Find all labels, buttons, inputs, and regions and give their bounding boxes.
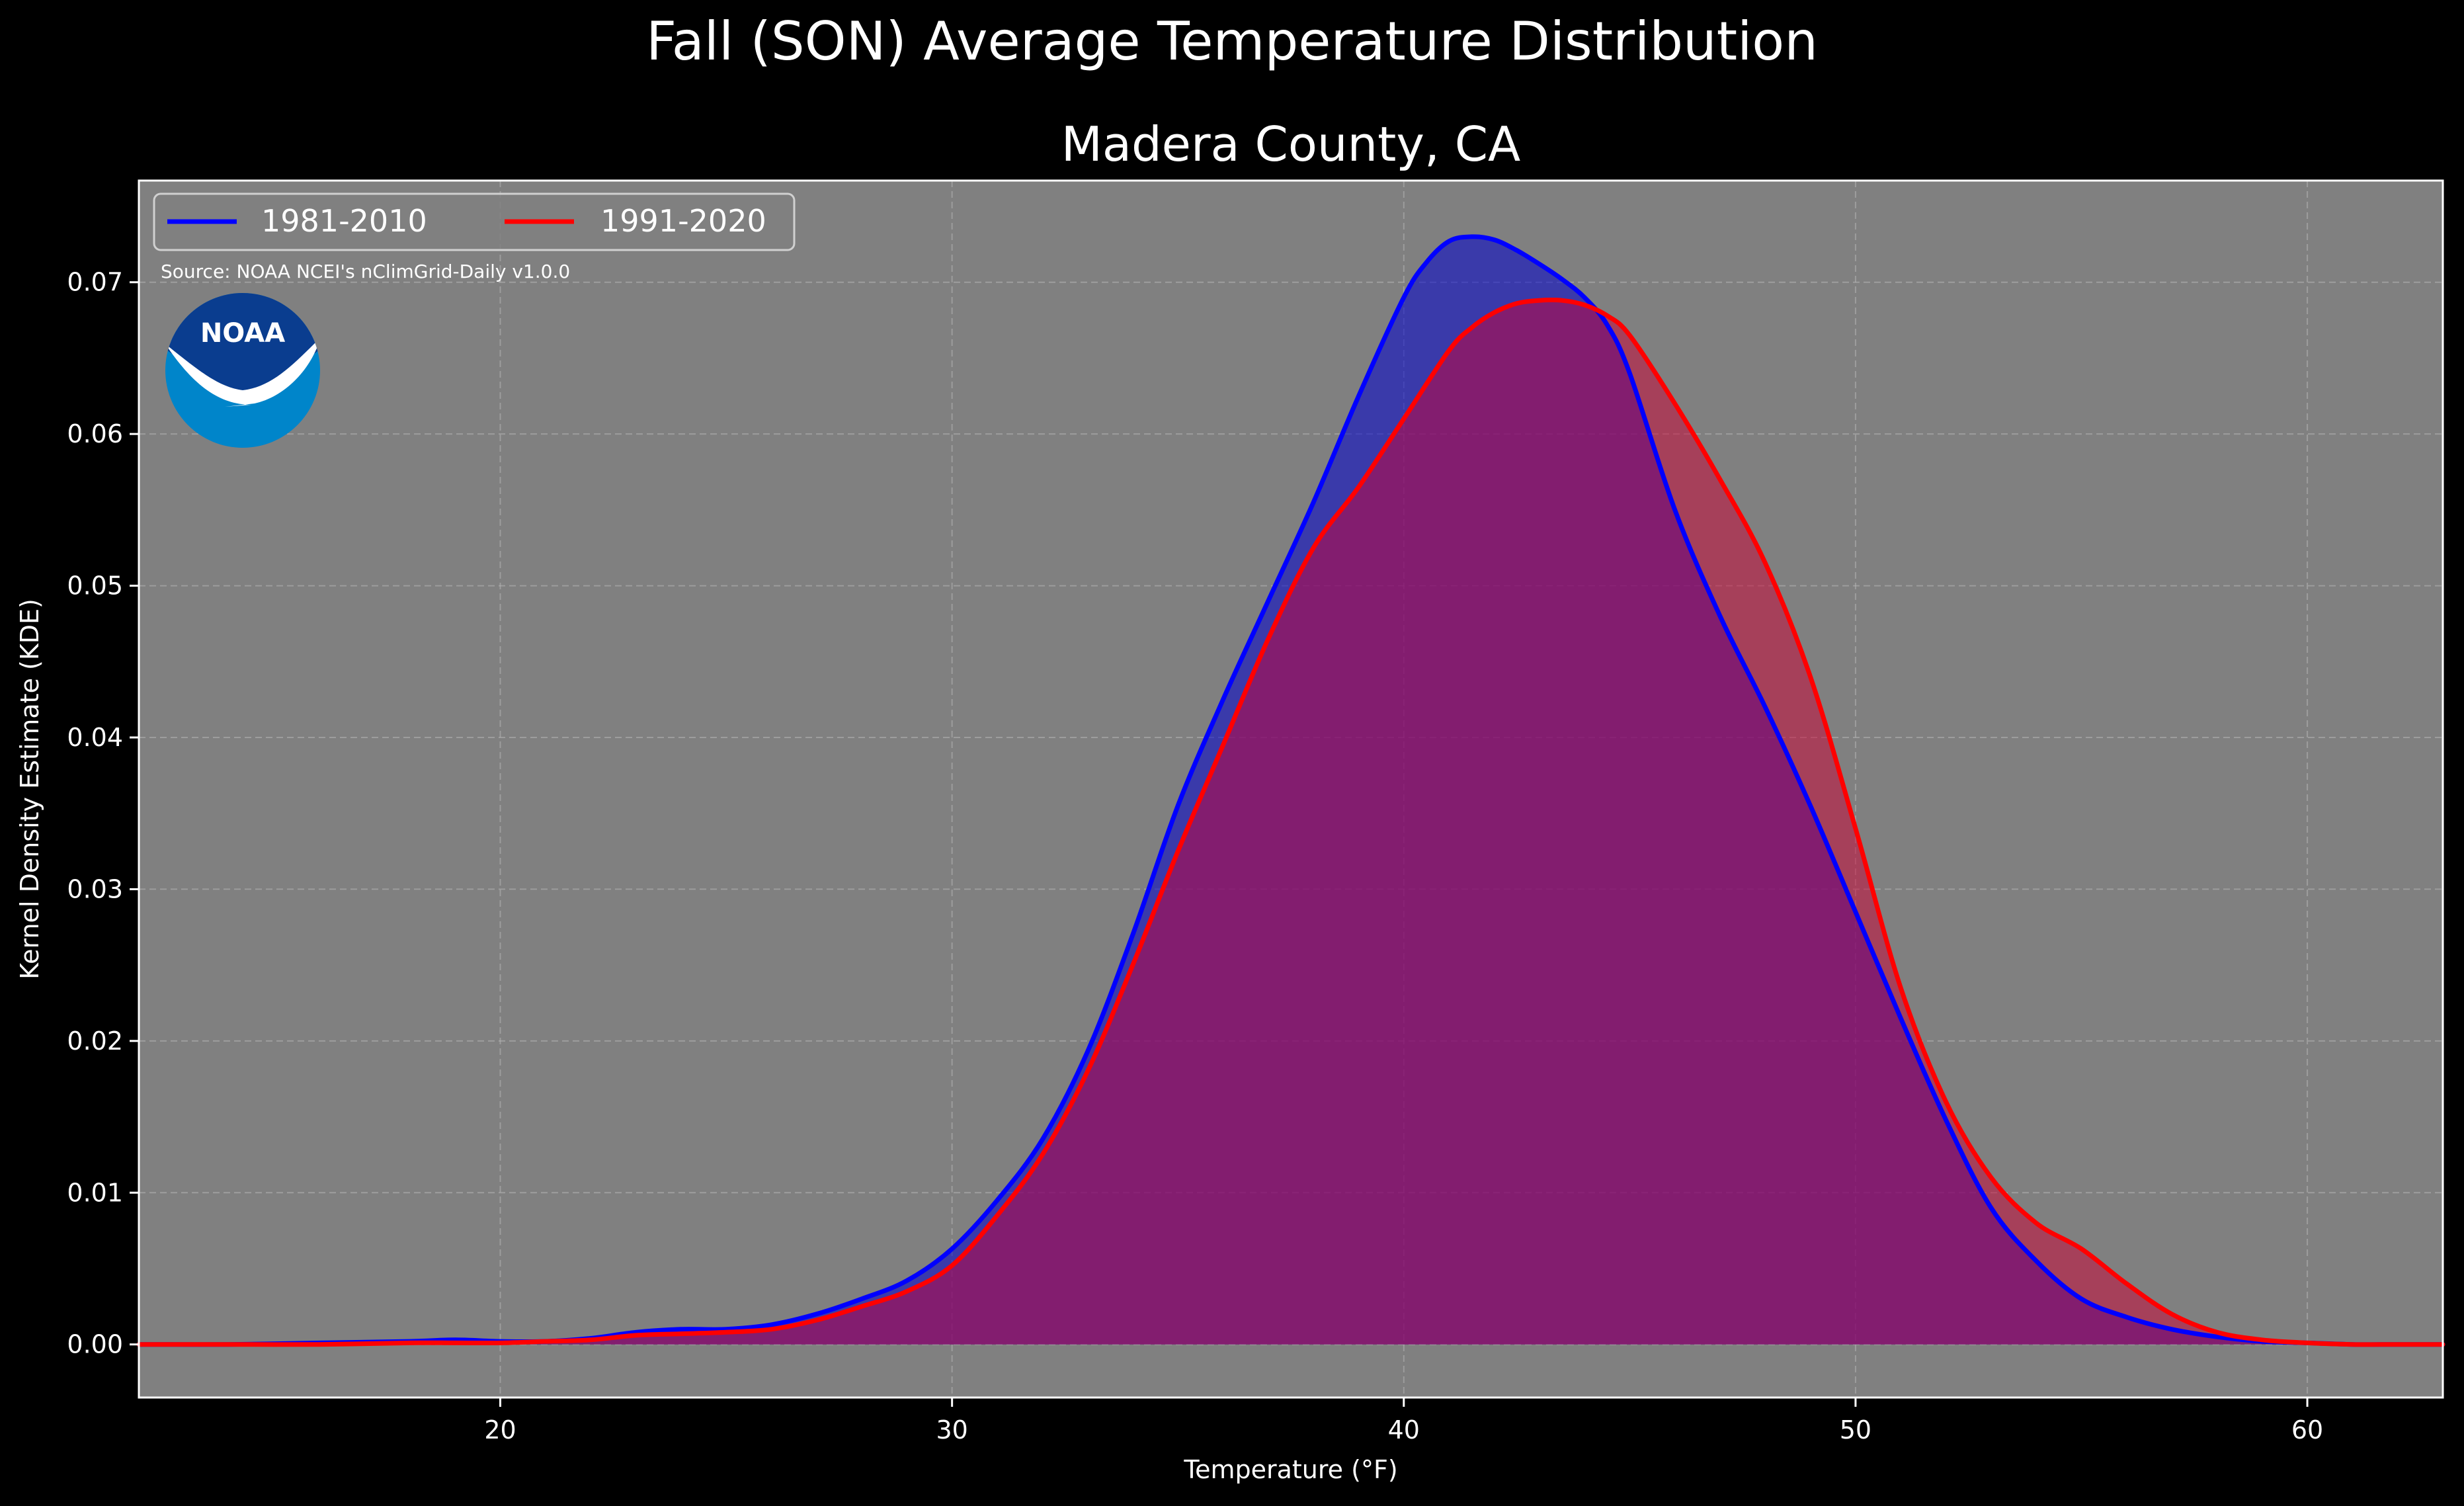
y-tick-label: 0.02 — [67, 1026, 123, 1056]
series-area-1991-2020 — [139, 300, 2443, 1345]
figure-suptitle: Fall (SON) Average Temperature Distribut… — [646, 11, 1818, 72]
y-tick-label: 0.03 — [67, 874, 123, 903]
series-lines — [136, 234, 2445, 1347]
x-tick-label: 40 — [1388, 1415, 1420, 1444]
y-tick-label: 0.06 — [67, 419, 123, 448]
x-tick-label: 20 — [484, 1415, 516, 1444]
series-line-1981-2010 — [136, 234, 2445, 1347]
legend-label-1981-2010: 1981-2010 — [261, 203, 427, 239]
y-tick-label: 0.04 — [67, 723, 123, 752]
x-tick-label: 30 — [936, 1415, 967, 1444]
series-fills — [139, 236, 2443, 1345]
x-tick-label: 60 — [2291, 1415, 2323, 1444]
x-axis-ticks: 20 30 40 50 60 — [484, 1398, 2323, 1444]
y-tick-label: 0.01 — [67, 1178, 123, 1207]
x-axis-label: Temperature (°F) — [1183, 1455, 1397, 1484]
y-tick-label: 0.07 — [67, 268, 123, 297]
legend-box — [153, 192, 796, 251]
y-axis-ticks: 0.00 0.01 0.02 0.03 0.04 0.05 0.06 0.07 — [67, 268, 139, 1359]
noaa-logo-text: NOAA — [200, 318, 285, 349]
legend: 1981-2010 1991-2020 — [153, 192, 796, 251]
x-tick-label: 50 — [1840, 1415, 1871, 1444]
y-tick-label: 0.00 — [67, 1330, 123, 1359]
series-line-1991-2020 — [136, 298, 2445, 1347]
legend-label-1991-2020: 1991-2020 — [600, 203, 766, 239]
plot-frame — [138, 179, 2444, 1399]
noaa-logo: NOAA — [165, 293, 320, 448]
y-tick-label: 0.05 — [67, 571, 123, 601]
plot-area — [136, 179, 2445, 1399]
chart-title: Madera County, CA — [1061, 116, 1521, 172]
y-axis-label: Kernel Density Estimate (KDE) — [15, 599, 44, 980]
source-annotation: Source: NOAA NCEI's nClimGrid-Daily v1.0… — [161, 261, 570, 282]
